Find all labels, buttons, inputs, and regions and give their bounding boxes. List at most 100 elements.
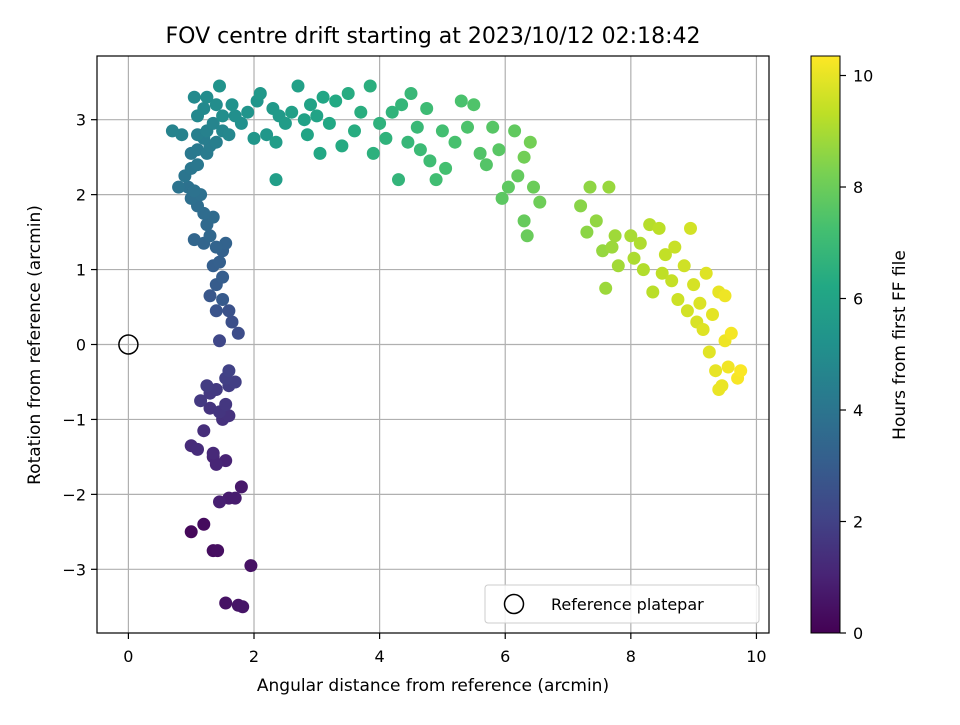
data-point bbox=[454, 94, 468, 108]
chart-title: FOV centre drift starting at 2023/10/12 … bbox=[166, 24, 701, 49]
data-point bbox=[668, 240, 682, 254]
data-point bbox=[492, 143, 506, 157]
data-point bbox=[348, 124, 361, 138]
data-point bbox=[184, 525, 198, 539]
x-axis-label: Angular distance from reference (arcmin) bbox=[257, 676, 609, 696]
data-point bbox=[191, 442, 204, 456]
data-point bbox=[187, 233, 201, 247]
data-point bbox=[228, 491, 242, 505]
data-point bbox=[297, 113, 311, 127]
legend: Reference platepar bbox=[484, 584, 760, 624]
data-point bbox=[300, 128, 314, 142]
data-point bbox=[696, 323, 710, 336]
data-point bbox=[244, 559, 258, 573]
colorbar-tick-label: 4 bbox=[853, 401, 863, 420]
data-point bbox=[605, 240, 619, 254]
data-point bbox=[222, 364, 236, 378]
data-point bbox=[203, 229, 217, 243]
colorbar-tick-label: 10 bbox=[853, 67, 873, 86]
colorbar-tick-label: 8 bbox=[853, 178, 863, 197]
data-point bbox=[658, 248, 672, 262]
data-point bbox=[520, 229, 534, 243]
data-point bbox=[206, 116, 220, 130]
x-axis-ticks: 0 2 4 6 8 10 bbox=[123, 633, 767, 666]
data-point bbox=[706, 308, 719, 321]
data-point bbox=[633, 236, 647, 250]
data-point bbox=[413, 143, 427, 157]
data-point bbox=[194, 394, 208, 408]
data-point bbox=[508, 124, 522, 138]
data-point bbox=[213, 334, 226, 348]
data-point bbox=[602, 180, 616, 194]
data-point bbox=[652, 221, 666, 235]
data-point bbox=[222, 304, 236, 318]
x-tick-label: 0 bbox=[123, 647, 133, 666]
data-points bbox=[165, 79, 748, 614]
data-point bbox=[209, 135, 223, 149]
data-point bbox=[206, 446, 220, 460]
data-point bbox=[580, 225, 594, 239]
data-point bbox=[216, 293, 230, 306]
data-point bbox=[655, 266, 669, 280]
data-point bbox=[335, 139, 349, 153]
data-point bbox=[636, 263, 650, 277]
data-point bbox=[395, 98, 409, 112]
data-point bbox=[354, 105, 368, 119]
x-tick-label: 2 bbox=[249, 647, 259, 666]
data-point bbox=[213, 495, 226, 509]
data-point bbox=[379, 131, 393, 145]
data-point bbox=[495, 191, 509, 205]
data-point bbox=[313, 146, 327, 160]
data-point bbox=[172, 180, 186, 194]
data-point bbox=[187, 90, 201, 104]
data-point bbox=[200, 90, 214, 104]
grid bbox=[97, 56, 769, 633]
y-tick-label: 3 bbox=[76, 111, 86, 130]
data-point bbox=[385, 105, 399, 119]
data-point bbox=[624, 229, 638, 243]
reference-platepar-marker bbox=[118, 334, 139, 355]
data-point bbox=[448, 135, 462, 149]
data-point bbox=[699, 266, 713, 280]
colorbar-ticks: 0 2 4 6 8 10 bbox=[840, 67, 873, 643]
y-tick-label: −1 bbox=[62, 410, 86, 429]
data-point bbox=[501, 180, 515, 194]
data-point bbox=[611, 259, 625, 273]
data-point bbox=[222, 128, 236, 142]
data-point bbox=[467, 98, 481, 112]
data-point bbox=[236, 600, 250, 614]
data-point bbox=[677, 259, 691, 273]
data-point bbox=[665, 274, 679, 288]
data-point bbox=[203, 289, 217, 303]
data-point bbox=[209, 240, 223, 254]
data-point bbox=[253, 87, 267, 100]
colorbar bbox=[811, 56, 840, 633]
data-point bbox=[574, 199, 588, 213]
data-point bbox=[209, 457, 223, 471]
data-point bbox=[671, 293, 685, 306]
data-point bbox=[684, 221, 697, 235]
data-point bbox=[709, 364, 723, 378]
x-tick-label: 6 bbox=[500, 647, 510, 666]
data-point bbox=[423, 154, 437, 168]
data-point bbox=[517, 214, 531, 228]
data-point bbox=[646, 285, 660, 299]
data-point bbox=[404, 87, 418, 100]
data-point bbox=[216, 270, 230, 284]
data-point bbox=[219, 397, 233, 411]
data-point bbox=[341, 87, 355, 100]
y-axis-label: Rotation from reference (arcmin) bbox=[25, 205, 45, 485]
legend-label: Reference platepar bbox=[551, 595, 704, 614]
data-point bbox=[260, 128, 274, 142]
x-tick-label: 10 bbox=[746, 647, 766, 666]
data-point bbox=[291, 79, 305, 93]
data-point bbox=[473, 146, 487, 160]
data-point bbox=[165, 124, 179, 138]
colorbar-tick-label: 2 bbox=[853, 513, 863, 532]
data-point bbox=[533, 195, 547, 209]
data-point bbox=[285, 105, 299, 119]
data-point bbox=[435, 124, 449, 138]
colorbar-label: Hours from first FF file bbox=[890, 250, 910, 440]
data-point bbox=[439, 161, 453, 175]
data-point bbox=[627, 251, 641, 265]
